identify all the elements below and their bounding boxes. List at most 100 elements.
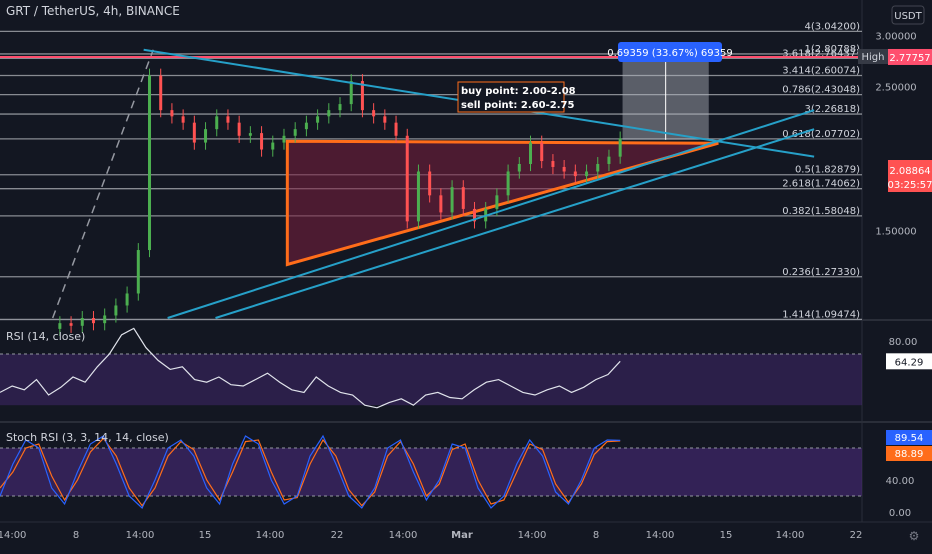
time-axis-tick: 14:00 <box>126 530 155 541</box>
candle-body <box>114 305 118 316</box>
price-axis-tick: 3.00000 <box>875 31 916 42</box>
resistance-price-tag <box>888 48 932 65</box>
current-price-tag <box>888 160 932 192</box>
stoch-axis-tick: 40.00 <box>886 476 915 487</box>
time-axis-tick: 15 <box>720 530 733 541</box>
rsi-axis-tick: 80.00 <box>889 337 918 348</box>
candle-body <box>215 116 219 130</box>
trendline <box>167 109 815 319</box>
candle-body <box>125 293 129 306</box>
candle-body <box>260 133 264 150</box>
candle-body <box>585 171 589 177</box>
candle-body <box>562 166 566 172</box>
candle-body <box>91 318 95 324</box>
candle-body <box>540 142 544 162</box>
trendline <box>215 128 815 319</box>
candle-body <box>282 135 286 143</box>
fib-level-label: 0.236(1.27330) <box>782 267 860 278</box>
time-axis-tick: 14:00 <box>0 530 26 541</box>
candle-body <box>461 187 465 209</box>
measure-label-box <box>618 42 722 62</box>
annotation: buy point: 2.00-2.08 sell point: 2.60-2.7… <box>457 81 576 113</box>
high-label-tag <box>858 49 888 64</box>
rsi-current-tag <box>886 353 932 370</box>
candle-body <box>148 75 152 251</box>
time-axis-tick: 14:00 <box>256 530 285 541</box>
candle-body <box>316 116 320 123</box>
fib-level-label: 1.414(1.09474) <box>782 309 860 320</box>
time-axis-tick: Mar <box>451 530 473 541</box>
currency-label: USDT <box>894 11 922 22</box>
time-axis-tick: 14:00 <box>518 530 547 541</box>
candle-body <box>372 110 376 117</box>
fib-level-label: 3.414(2.60074) <box>782 66 860 77</box>
stoch-k-value: 89.54 <box>895 433 924 444</box>
rsi-band <box>0 354 862 406</box>
time-axis-tick: 15 <box>199 530 212 541</box>
price-axis-tick: 2.50000 <box>875 83 916 94</box>
currency-box <box>891 5 925 25</box>
candle-body <box>58 323 62 329</box>
stoch-k-tag <box>886 430 932 445</box>
symbol-title: GRT / TetherUS, 4h, BINANCE <box>6 4 180 18</box>
price-axis-tick: 1.50000 <box>875 227 916 238</box>
current-price-value: 2.08864 <box>889 166 930 177</box>
candle-body <box>192 122 196 143</box>
high-label: High <box>862 52 885 63</box>
stoch-band <box>0 448 862 496</box>
candle-body <box>450 187 454 213</box>
fib-level-label: 3(2.26818) <box>804 104 860 115</box>
time-axis-tick: 14:00 <box>776 530 805 541</box>
stoch-rsi-title: Stoch RSI (3, 3, 14, 14, close) <box>6 431 169 444</box>
time-axis-tick: 14:00 <box>646 530 675 541</box>
candle-body <box>506 171 510 196</box>
candle-body <box>596 163 600 172</box>
candle-body <box>439 195 443 213</box>
candle-body <box>394 122 398 136</box>
candle-body <box>80 318 84 326</box>
fib-level-label: 0.5(1.82879) <box>795 165 860 176</box>
candle-body <box>103 315 107 324</box>
annotation-buy-point: buy point: 2.00-2.08 <box>461 86 576 97</box>
dashed-projection <box>51 49 154 319</box>
candle-body <box>573 171 577 177</box>
fib-level-label: 1(2.80788) <box>804 44 860 55</box>
candle-body <box>304 122 308 130</box>
time-axis-tick: 22 <box>331 530 344 541</box>
candle-body <box>327 110 331 117</box>
candle-body <box>170 110 174 117</box>
time-axis-tick: 8 <box>73 530 79 541</box>
candle-body <box>428 171 432 196</box>
candle-body <box>136 250 140 294</box>
annotation-box <box>457 81 565 113</box>
time-axis-tick: 22 <box>850 530 863 541</box>
triangle-pattern <box>285 139 719 267</box>
rsi-title: RSI (14, close) <box>6 330 86 343</box>
candle-body <box>405 135 409 222</box>
candle-body <box>360 81 364 111</box>
candle-body <box>271 142 275 150</box>
candle-body <box>618 138 622 157</box>
stoch-d-tag <box>886 446 932 461</box>
candle-body <box>338 104 342 111</box>
annotation-sell-point: sell point: 2.60-2.75 <box>461 100 574 111</box>
candle-body <box>248 133 252 136</box>
candle-body <box>237 122 241 136</box>
candle-body <box>69 323 73 326</box>
candle-body <box>607 156 611 164</box>
settings-gear-icon: ⚙ <box>909 529 920 543</box>
measure-label: 0.69359 (33.67%) 69359 <box>607 48 732 59</box>
resistance-price-value: 2.77757 <box>889 53 930 64</box>
stoch-k-line <box>0 434 621 510</box>
candle-body <box>517 163 521 172</box>
candle-body <box>529 142 533 164</box>
candle-body <box>349 81 353 105</box>
candle-body <box>383 116 387 123</box>
candle-body <box>204 129 208 143</box>
rsi-line <box>0 327 621 409</box>
stoch-d-value: 88.89 <box>895 449 924 460</box>
candle-body <box>226 116 230 123</box>
fib-level-label: 2.618(1.74062) <box>782 179 860 190</box>
